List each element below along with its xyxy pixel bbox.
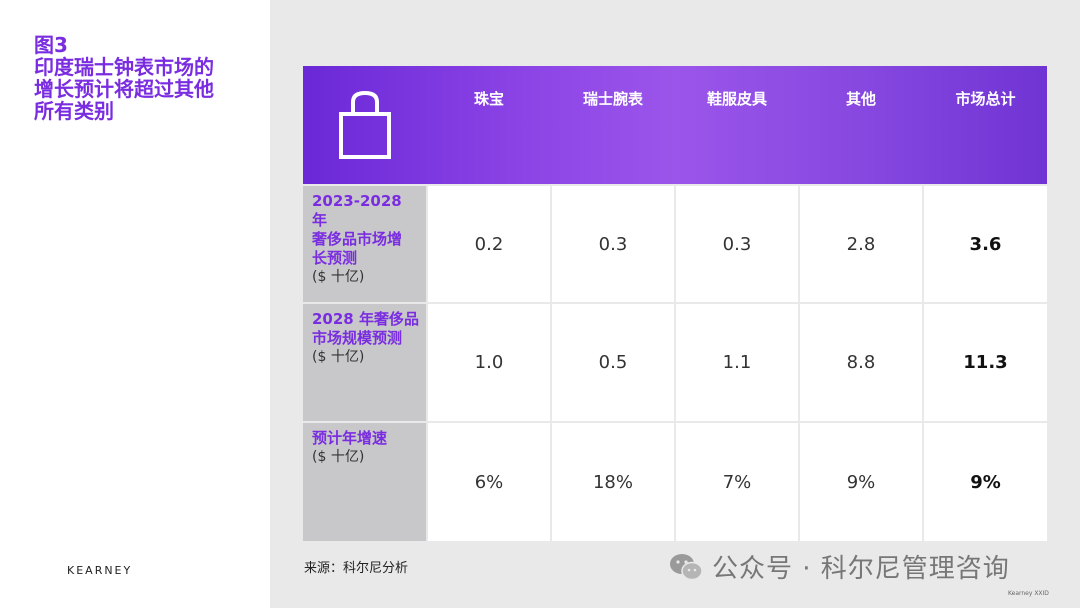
brand-logo: KEARNEY	[67, 564, 133, 577]
table-cell-total: 3.6	[924, 186, 1047, 302]
footer-small-text: Kearney XXID	[1008, 590, 1049, 597]
table-cell: 0.3	[676, 186, 798, 302]
left-panel: 图3 印度瑞士钟表市场的 增长预计将超过其他 所有类别 KEARNEY	[0, 0, 270, 608]
row-label-annual-growth: 预计年增速 ($ 十亿)	[303, 423, 426, 541]
table-cell-total: 9%	[924, 423, 1047, 541]
shopping-bag-icon	[338, 90, 391, 159]
row-label-text: 市场规模预测	[312, 329, 403, 347]
figure-title: 图3 印度瑞士钟表市场的 增长预计将超过其他 所有类别	[34, 34, 264, 122]
row-label-unit: ($ 十亿)	[312, 349, 365, 365]
source-note: 来源：科尔尼分析	[304, 561, 409, 576]
header-icon-cell	[303, 66, 426, 184]
figure-title-line-1: 印度瑞士钟表市场的	[34, 55, 214, 79]
table-cell: 0.3	[552, 186, 674, 302]
figure-title-line-3: 所有类别	[34, 99, 114, 123]
column-header-swiss-watches: 瑞士腕表	[582, 90, 643, 108]
watermark-text: 公众号 · 科尔尼管理咨询	[712, 554, 1010, 584]
row-label-text: 2023-2028 年	[312, 192, 402, 229]
row-label-unit: ($ 十亿)	[312, 269, 365, 285]
table-cell: 9%	[800, 423, 922, 541]
table-cell: 1.1	[676, 304, 798, 421]
row-label-text: 2028 年奢侈品	[312, 310, 419, 328]
row-label-text: 预计年增速	[312, 429, 388, 447]
table-cell: 8.8	[800, 304, 922, 421]
table-cell: 18%	[552, 423, 674, 541]
row-label-unit: ($ 十亿)	[312, 449, 365, 465]
table-cell: 7%	[676, 423, 798, 541]
row-label-text: 奢侈品市场增	[312, 230, 403, 248]
column-header-market-total: 市场总计	[955, 90, 1016, 108]
watermark: 公众号 · 科尔尼管理咨询	[668, 548, 1010, 585]
table-header	[303, 66, 1047, 184]
table-cell: 1.0	[428, 304, 550, 421]
row-label-growth-forecast: 2023-2028 年 奢侈品市场增 长预测 ($ 十亿)	[303, 186, 426, 302]
row-label-market-size-forecast: 2028 年奢侈品 市场规模预测 ($ 十亿)	[303, 304, 426, 421]
table-cell: 6%	[428, 423, 550, 541]
table-cell-total: 11.3	[924, 304, 1047, 421]
row-label-text: 长预测	[312, 249, 358, 267]
data-table: 珠宝 瑞士腕表 鞋服皮具 其他 市场总计 2023-2028 年 奢侈品市场增 …	[303, 66, 1047, 541]
table-cell: 0.5	[552, 304, 674, 421]
wechat-icon	[670, 553, 703, 580]
table-cell: 0.2	[428, 186, 550, 302]
table-cell: 2.8	[800, 186, 922, 302]
figure-title-line-2: 增长预计将超过其他	[34, 77, 214, 101]
column-header-apparel-leather: 鞋服皮具	[706, 90, 767, 108]
column-header-other: 其他	[845, 90, 876, 108]
figure-label: 图3	[34, 33, 68, 57]
column-header-jewelry: 珠宝	[473, 90, 504, 108]
